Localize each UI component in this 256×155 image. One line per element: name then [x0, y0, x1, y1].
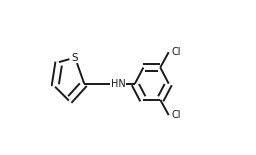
Text: Cl: Cl [172, 110, 181, 120]
Text: Cl: Cl [172, 47, 181, 57]
Text: HN: HN [111, 79, 125, 89]
Text: S: S [72, 53, 78, 62]
